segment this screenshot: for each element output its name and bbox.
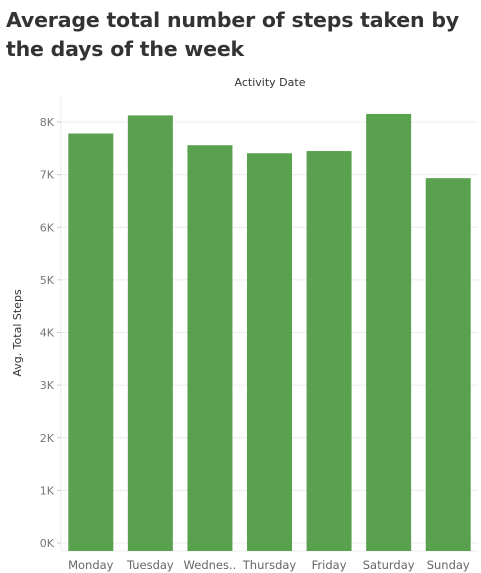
x-axis: Monday Tuesday Wednes.. Thursday Friday Satur… (68, 558, 470, 572)
y-tick-label: 4K (40, 327, 55, 340)
x-tick-label: Tuesday (126, 558, 174, 572)
bars (68, 113, 471, 552)
bar-friday[interactable] (306, 151, 352, 551)
x-tick-label: Thursday (242, 558, 297, 572)
y-tick-label: 1K (40, 484, 55, 497)
bar-wednesday[interactable] (187, 145, 233, 551)
y-tick-label: 7K (40, 169, 55, 182)
y-axis: 0K 1K 2K 3K 4K 5K 6K 7K 8K (40, 116, 61, 550)
y-axis-title: Avg. Total Steps (11, 289, 24, 377)
x-tick-label: Wednes.. (184, 558, 237, 572)
x-tick-label: Monday (68, 558, 114, 572)
y-tick-label: 5K (40, 274, 55, 287)
bar-saturday[interactable] (366, 113, 412, 552)
y-tick-label: 3K (40, 379, 55, 392)
x-tick-label: Sunday (427, 558, 470, 572)
x-tick-label: Friday (312, 558, 347, 572)
bar-sunday[interactable] (425, 178, 471, 551)
bar-tuesday[interactable] (127, 115, 173, 551)
bar-monday[interactable] (68, 133, 114, 551)
x-axis-title: Activity Date (235, 76, 306, 89)
y-tick-label: 0K (40, 537, 55, 550)
chart-title: Average total number of steps taken by t… (6, 8, 459, 61)
x-tick-label: Saturday (363, 558, 415, 572)
y-tick-label: 2K (40, 432, 55, 445)
bar-thursday[interactable] (247, 153, 292, 551)
y-tick-label: 6K (40, 221, 55, 234)
y-tick-label: 8K (40, 116, 55, 129)
